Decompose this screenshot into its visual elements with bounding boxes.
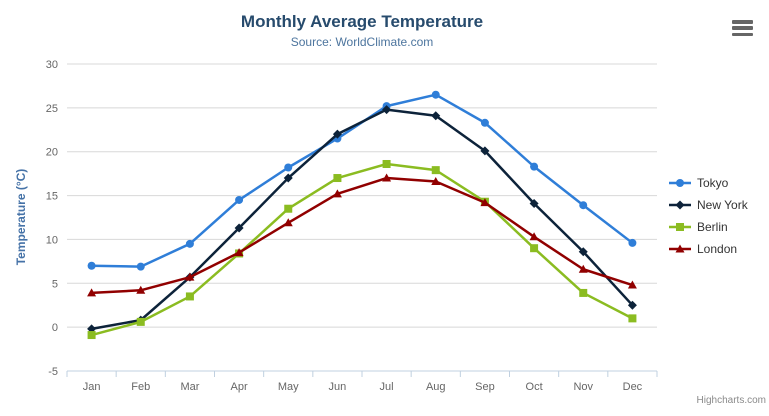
x-axis-label: Jan (83, 381, 101, 393)
chart-subtitle: Source: WorldClimate.com (290, 35, 434, 49)
marker-london[interactable] (529, 232, 539, 241)
y-axis-label: 10 (46, 234, 58, 246)
legend-marker-new-york[interactable] (675, 200, 685, 210)
x-axis-label: Feb (131, 381, 150, 393)
hamburger-icon (732, 20, 753, 24)
marker-tokyo[interactable] (185, 239, 194, 248)
x-axis-label: May (278, 381, 299, 393)
series-line-berlin[interactable] (90, 162, 634, 337)
marker-london[interactable] (234, 248, 244, 257)
marker-london[interactable] (87, 288, 97, 297)
marker-new-york[interactable] (480, 146, 490, 156)
series-line-new-york[interactable] (90, 108, 634, 331)
x-axis-label: Jun (329, 381, 347, 393)
y-axis-label: 30 (46, 59, 58, 71)
series-line-london[interactable] (90, 176, 634, 295)
marker-berlin[interactable] (382, 159, 391, 168)
diamond-legend-marker-icon (669, 200, 691, 210)
x-axis-label: Dec (623, 381, 643, 393)
highcharts-credit[interactable]: Highcharts.com (696, 395, 766, 406)
marker-berlin[interactable] (628, 314, 637, 323)
x-axis-label: Mar (180, 381, 199, 393)
marker-tokyo[interactable] (284, 163, 293, 172)
marker-berlin[interactable] (284, 204, 293, 213)
x-axis-label: Nov (573, 381, 593, 393)
y-axis-label: 25 (46, 103, 58, 115)
marker-london[interactable] (578, 264, 588, 273)
legend-marker-tokyo[interactable] (676, 179, 684, 187)
circle-legend-marker-icon (669, 179, 691, 187)
triangle-legend-marker-icon (669, 244, 691, 253)
marker-london[interactable] (332, 189, 342, 198)
context-menu-button[interactable] (732, 20, 753, 36)
marker-berlin[interactable] (185, 292, 194, 301)
marker-london[interactable] (480, 198, 490, 207)
marker-tokyo[interactable] (480, 118, 489, 127)
marker-london[interactable] (283, 218, 293, 227)
legend-label: New York (697, 198, 748, 212)
marker-berlin[interactable] (136, 317, 145, 326)
marker-tokyo[interactable] (136, 262, 145, 271)
x-axis-label: Oct (526, 381, 543, 393)
marker-london[interactable] (627, 280, 637, 289)
marker-new-york[interactable] (234, 223, 244, 233)
marker-london[interactable] (136, 285, 146, 294)
hamburger-icon (732, 26, 753, 30)
legend: Tokyo New York Berlin London (668, 177, 748, 255)
y-axis-label: 15 (46, 191, 58, 203)
legend-item-london[interactable]: London (668, 243, 748, 255)
marker-new-york[interactable] (382, 105, 392, 115)
marker-berlin[interactable] (579, 288, 588, 297)
marker-london[interactable] (382, 173, 392, 182)
marker-berlin[interactable] (530, 244, 539, 253)
legend-marker-berlin[interactable] (676, 223, 684, 231)
marker-new-york[interactable] (332, 129, 342, 139)
y-axis-label: 0 (52, 322, 58, 334)
marker-new-york[interactable] (529, 198, 539, 208)
legend-item-berlin[interactable]: Berlin (668, 221, 748, 233)
legend-label: London (697, 242, 738, 256)
x-axis-label: Aug (426, 381, 446, 393)
y-axis-label: 5 (52, 278, 58, 290)
x-axis-label: Sep (475, 381, 495, 393)
series-line-tokyo[interactable] (90, 93, 634, 268)
marker-new-york[interactable] (431, 111, 441, 121)
x-axis-label: Apr (231, 381, 248, 393)
marker-london[interactable] (431, 177, 441, 186)
marker-tokyo[interactable] (235, 195, 244, 204)
hamburger-icon (732, 32, 753, 36)
marker-tokyo[interactable] (530, 162, 539, 171)
marker-new-york[interactable] (578, 247, 588, 257)
marker-london[interactable] (185, 272, 195, 281)
legend-marker-london[interactable] (675, 244, 685, 253)
marker-tokyo[interactable] (579, 201, 588, 210)
legend-label: Tokyo (697, 176, 729, 190)
marker-berlin[interactable] (431, 166, 440, 175)
square-legend-marker-icon (669, 223, 691, 231)
marker-new-york[interactable] (627, 300, 637, 310)
marker-tokyo[interactable] (628, 238, 637, 247)
marker-berlin[interactable] (87, 331, 96, 340)
marker-berlin[interactable] (333, 174, 342, 183)
marker-tokyo[interactable] (431, 90, 440, 99)
x-axis-label: Jul (380, 381, 394, 393)
y-axis-label: 20 (46, 147, 58, 159)
legend-item-tokyo[interactable]: Tokyo (668, 177, 748, 189)
y-axis-label: -5 (48, 366, 58, 378)
legend-item-new-york[interactable]: New York (668, 199, 748, 211)
marker-tokyo[interactable] (87, 261, 96, 270)
marker-new-york[interactable] (283, 173, 293, 183)
chart-title: Monthly Average Temperature (240, 12, 484, 31)
legend-label: Berlin (697, 220, 728, 234)
